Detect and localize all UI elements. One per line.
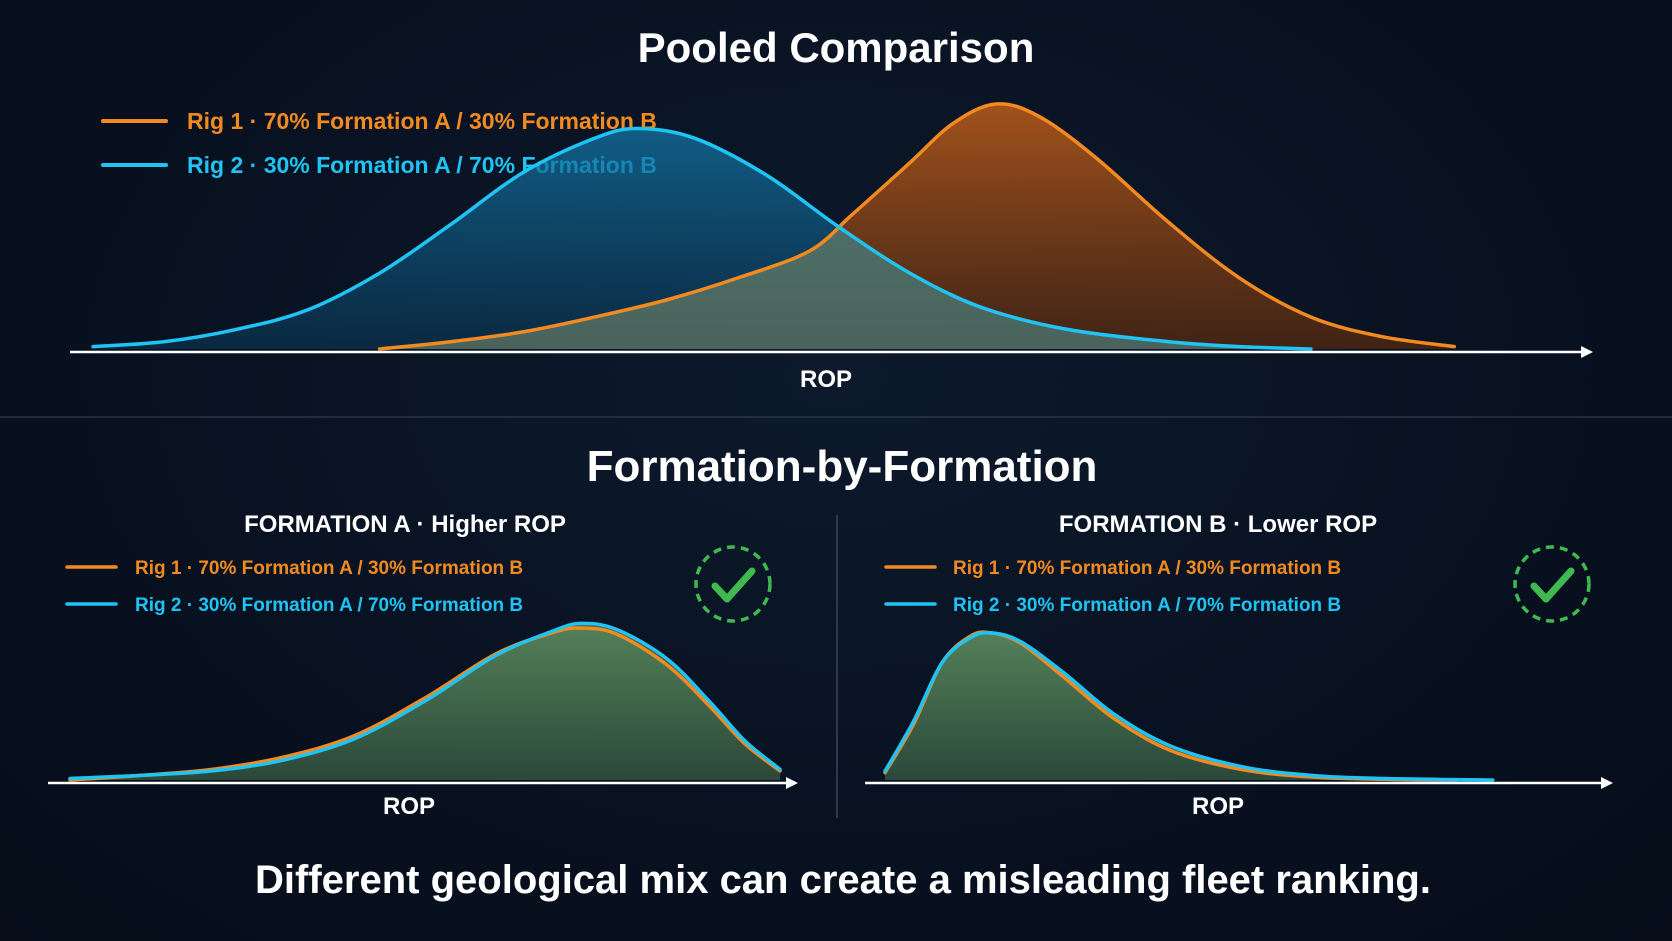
pooled-title: Pooled Comparison	[638, 24, 1035, 71]
formation-b-x-label: ROP	[1192, 793, 1244, 820]
overlap-area	[379, 228, 1312, 349]
footer-message: Different geological mix can create a mi…	[255, 858, 1431, 902]
formation-a-plot-area	[68, 621, 782, 782]
series-line-rig1	[377, 102, 1457, 351]
check-icon	[1513, 545, 1591, 623]
formation-b-plot-area	[883, 630, 1495, 782]
pooled-plot-area	[91, 102, 1457, 351]
series-area-rig2	[93, 128, 1311, 349]
series-line-rig2	[883, 630, 1495, 782]
formation-b-legend: Rig 1 · 70% Formation A / 30% Formation …	[884, 558, 1341, 616]
legend-label-rig2: Rig 2 · 30% Formation A / 70% Formation …	[953, 595, 1341, 616]
legend-label-rig1: Rig 1 · 70% Formation A / 30% Formation …	[953, 558, 1341, 579]
section-title-formation: Formation-by-Formation	[587, 442, 1098, 491]
series-line-rig2	[68, 621, 782, 781]
legend-label-rig2: Rig 2 · 30% Formation A / 70% Formation …	[135, 595, 523, 616]
formation-b-panel: FORMATION B · Lower ROP Rig 1 · 70% Form…	[865, 511, 1613, 820]
check-icon	[694, 545, 772, 623]
formation-a-legend: Rig 1 · 70% Formation A / 30% Formation …	[65, 558, 523, 616]
pooled-x-label: ROP	[800, 366, 852, 393]
legend-label-rig1: Rig 1 · 70% Formation A / 30% Formation …	[187, 108, 657, 134]
formation-a-x-label: ROP	[383, 793, 435, 820]
formation-b-title: FORMATION B · Lower ROP	[1059, 511, 1377, 538]
formation-a-panel: FORMATION A · Higher ROP Rig 1 · 70% For…	[48, 511, 798, 820]
series-area-rig1	[379, 103, 1455, 349]
formation-a-title: FORMATION A · Higher ROP	[244, 511, 566, 538]
series-area-rig2	[885, 632, 1493, 780]
legend-label-rig1: Rig 1 · 70% Formation A / 30% Formation …	[135, 558, 523, 579]
series-line-rig2	[91, 126, 1313, 351]
pooled-comparison-panel: Pooled Comparison Rig 1 · 70% Formation …	[70, 24, 1593, 393]
